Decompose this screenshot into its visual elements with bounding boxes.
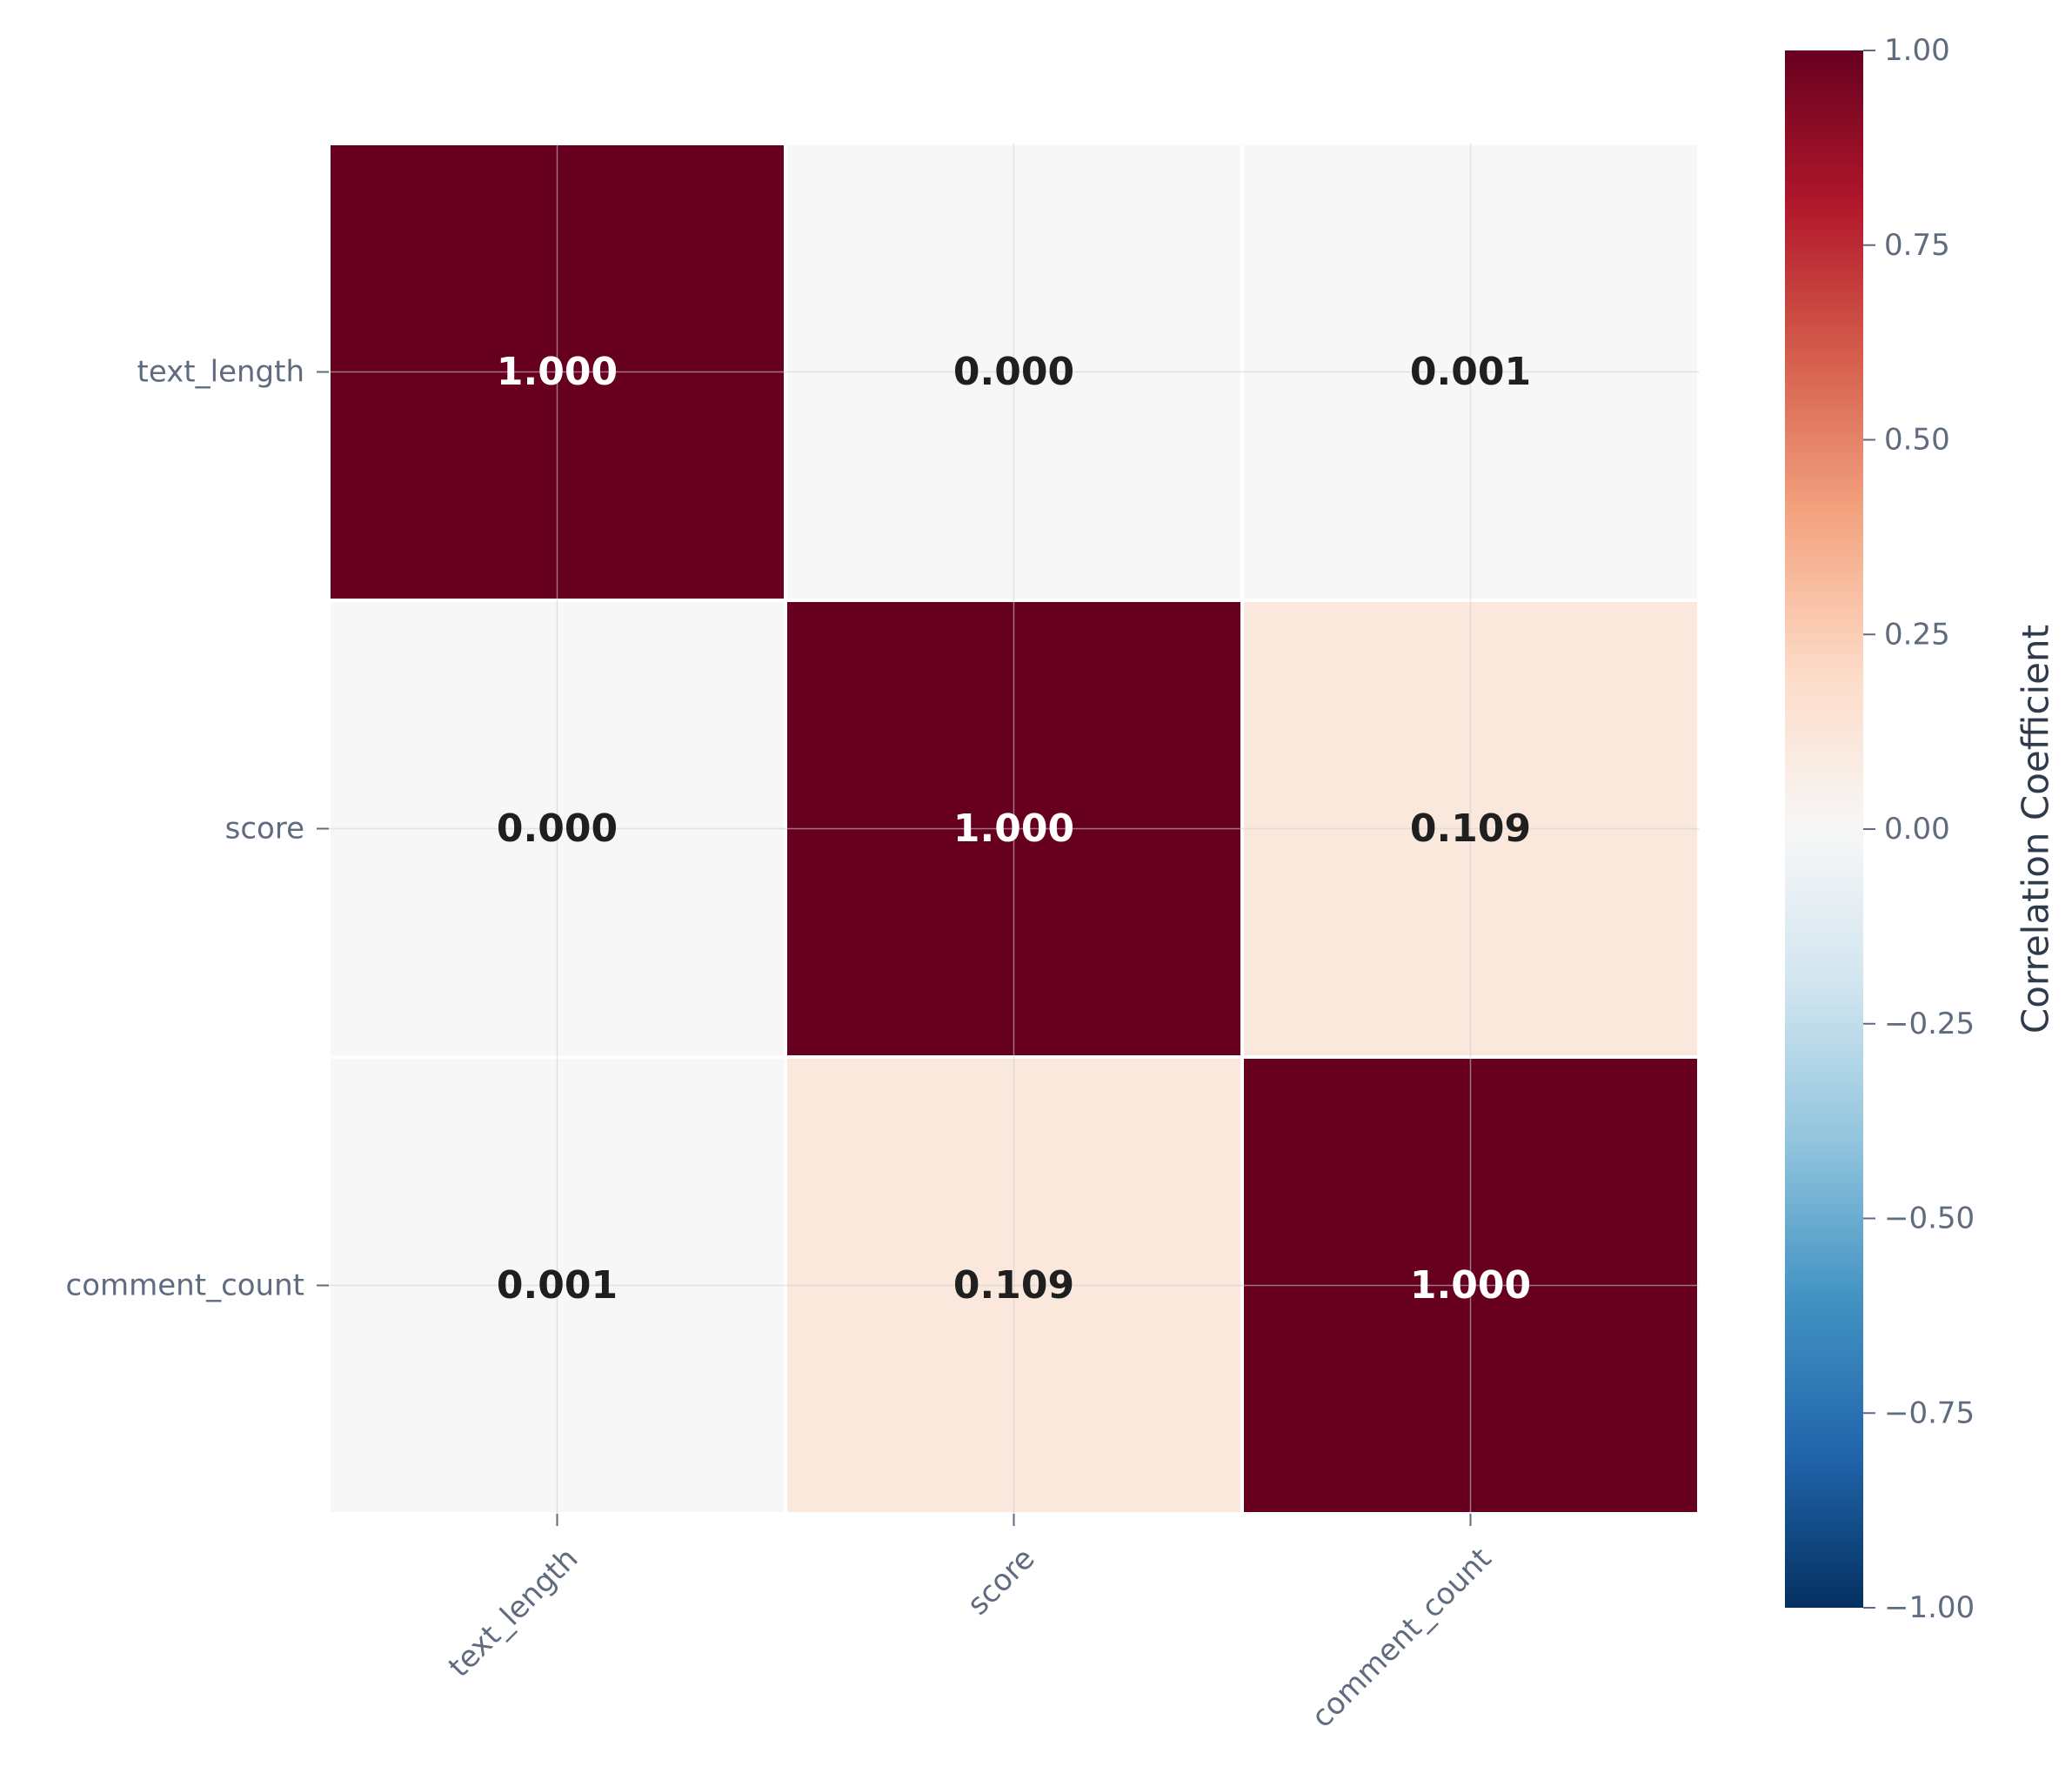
colorbar-gradient	[1785, 50, 1863, 1608]
colorbar-tick-label: 0.50	[1884, 423, 1950, 458]
x-tick-label: score	[961, 1542, 1042, 1623]
colorbar: 1.00 0.75 0.50 0.25 0.00 −0.25 −0.50 −0.75 −1.00…	[1785, 33, 2057, 1625]
heatmap-value-labels: 1.000 0.000 0.001 0.000 1.000 0.109 0.001 0.109…	[497, 350, 1531, 1308]
colorbar-tick-label: −1.00	[1884, 1590, 1975, 1625]
y-tick-label: text_length	[137, 355, 304, 390]
colorbar-tick-label: −0.25	[1884, 1007, 1975, 1041]
x-axis: text_length score comment_count	[442, 1514, 1498, 1735]
colorbar-tick-label: −0.75	[1884, 1395, 1975, 1430]
cell-value-label: 0.109	[1410, 806, 1531, 851]
x-tick-label: comment_count	[1305, 1542, 1498, 1735]
x-tick-label: text_length	[442, 1542, 585, 1684]
cell-value-label: 0.000	[497, 806, 618, 851]
colorbar-ticks: 1.00 0.75 0.50 0.25 0.00 −0.25 −0.50 −0.75 −1.00	[1863, 33, 1975, 1625]
colorbar-tick-label: −0.50	[1884, 1201, 1975, 1236]
cell-value-label: 0.001	[497, 1263, 618, 1308]
cell-value-label: 0.000	[953, 350, 1074, 394]
heatmap-gridlines	[329, 144, 1699, 1514]
colorbar-tick-label: 0.75	[1884, 228, 1950, 263]
cell-value-label: 1.000	[1410, 1263, 1531, 1308]
y-tick-label: score	[225, 812, 304, 847]
cell-value-label: 1.000	[953, 806, 1074, 851]
y-tick-label: comment_count	[66, 1268, 304, 1303]
colorbar-tick-label: 0.00	[1884, 812, 1950, 847]
cell-value-label: 0.001	[1410, 350, 1531, 394]
cell-value-label: 0.109	[953, 1263, 1074, 1308]
colorbar-tick-label: 1.00	[1884, 33, 1950, 68]
cell-value-label: 1.000	[497, 350, 618, 394]
colorbar-label: Correlation Coefficient	[2015, 625, 2057, 1034]
colorbar-tick-label: 0.25	[1884, 617, 1950, 652]
